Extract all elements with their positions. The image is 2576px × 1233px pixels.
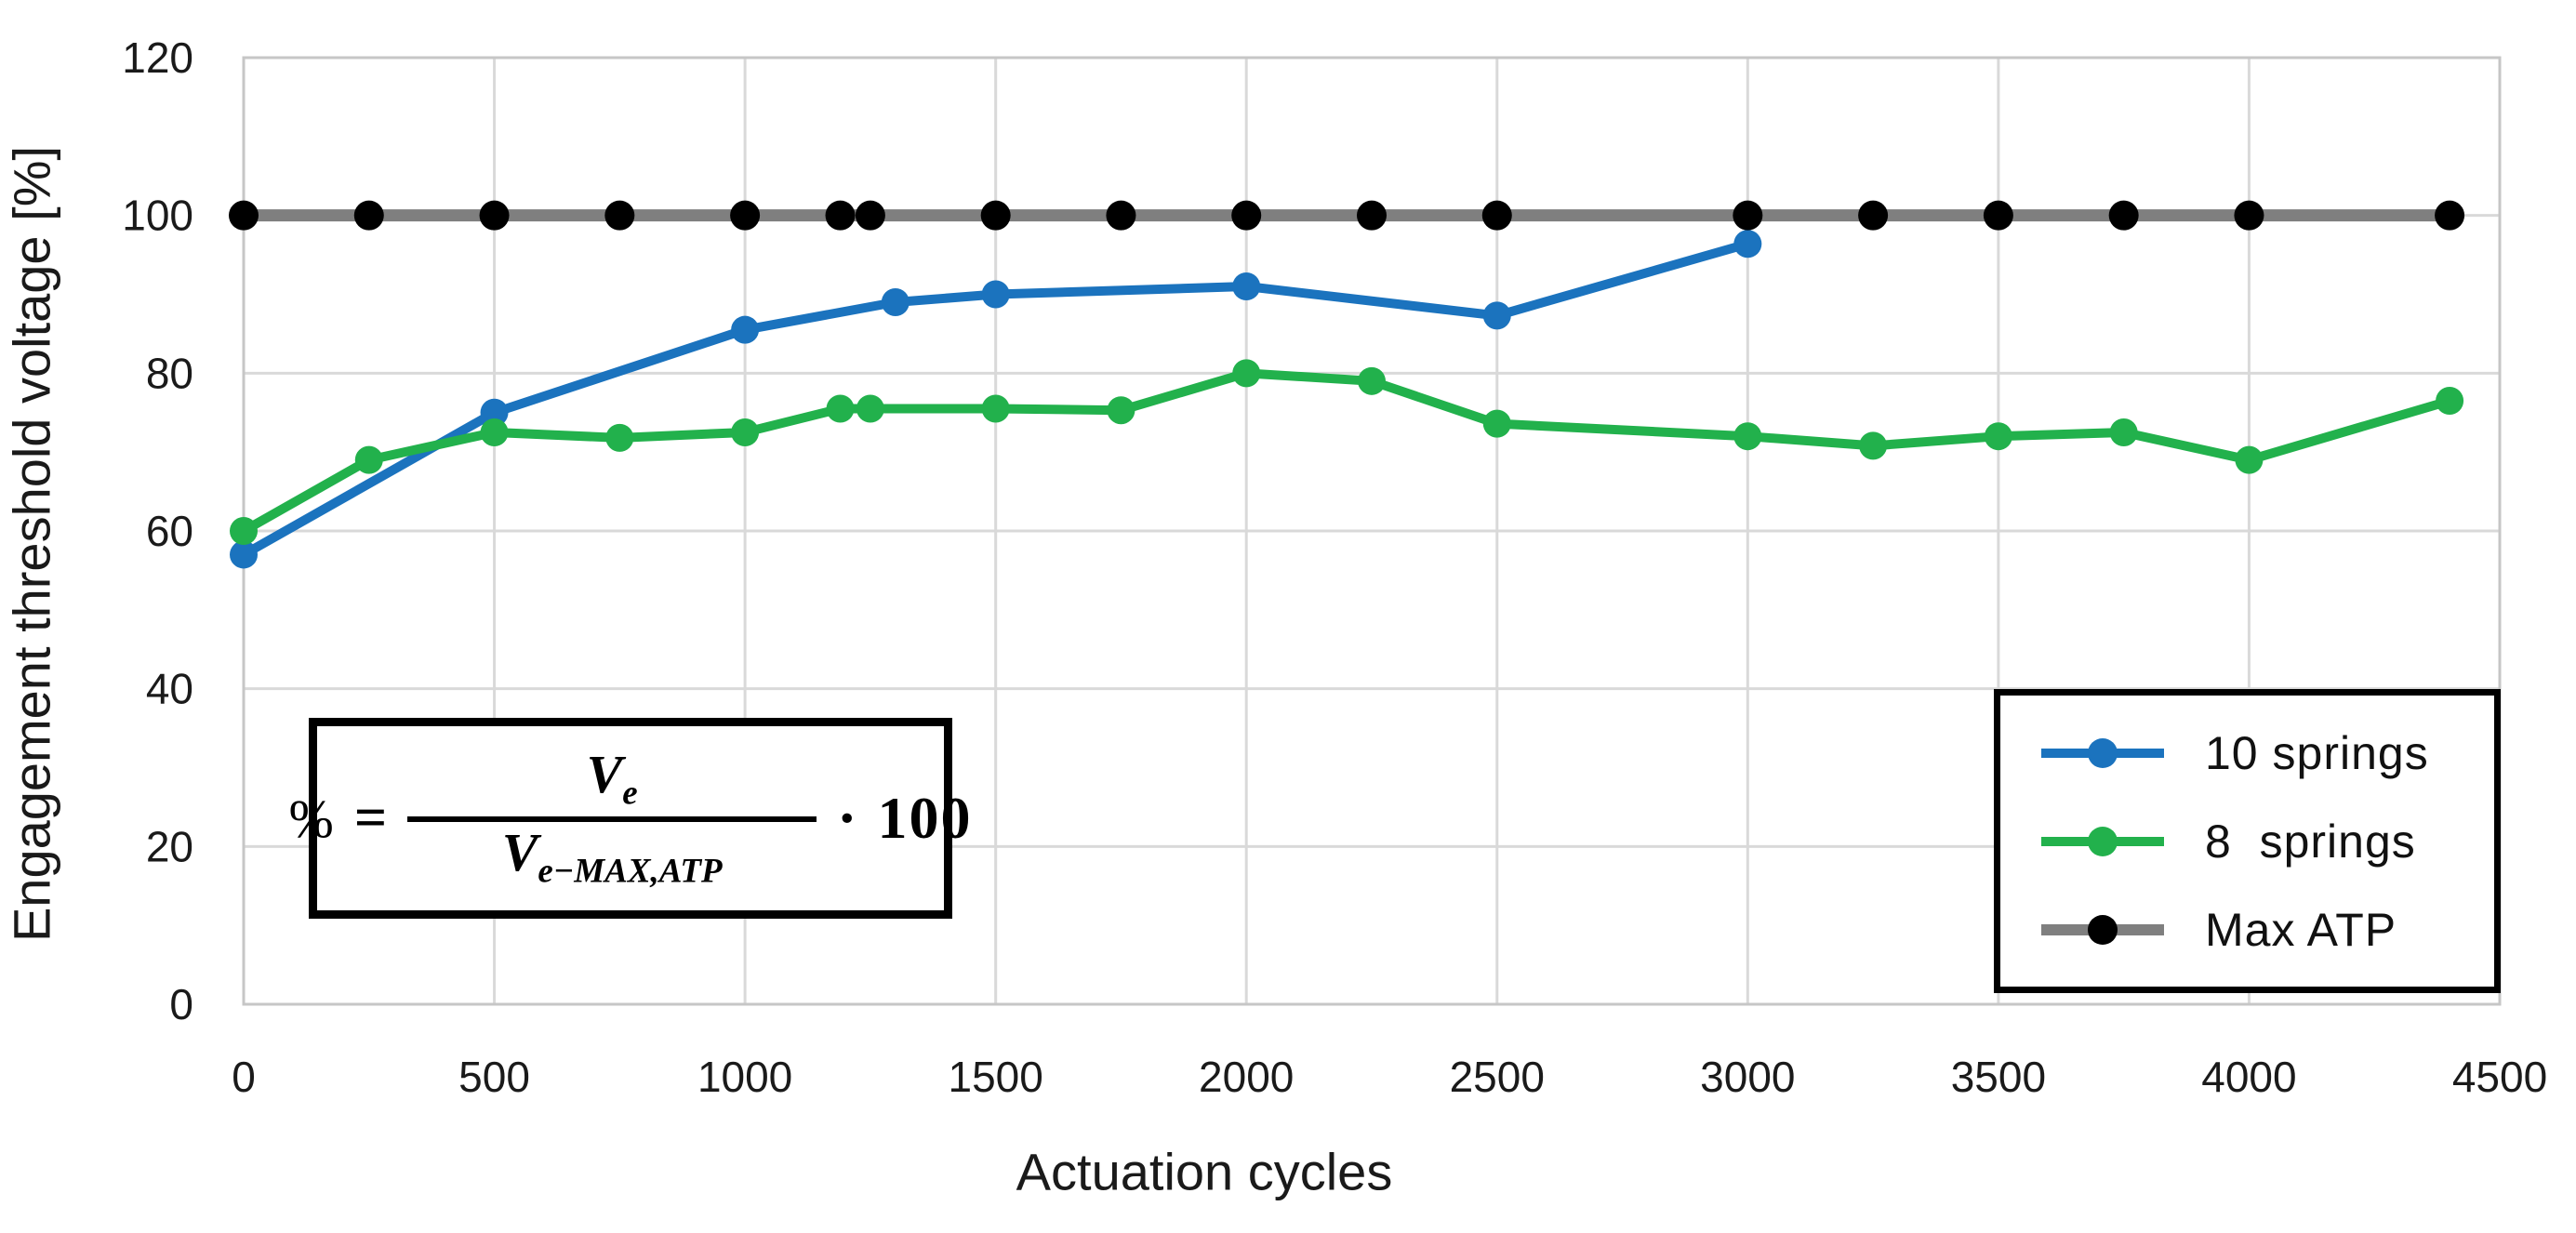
formula-denominator-base: V bbox=[501, 822, 538, 882]
legend-marker-sample bbox=[2088, 914, 2118, 945]
series-marker-8-springs bbox=[605, 423, 634, 452]
series-marker-max-atp bbox=[1983, 200, 2013, 231]
series-marker-8-springs bbox=[1232, 359, 1261, 388]
y-tick-label-120: 120 bbox=[122, 33, 193, 82]
legend-item-max-atp: Max ATP bbox=[2038, 903, 2485, 957]
series-marker-max-atp bbox=[1357, 200, 1387, 231]
series-marker-10-springs bbox=[981, 280, 1010, 309]
formula-percent-sign: % bbox=[288, 788, 334, 849]
x-axis-title: Actuation cycles bbox=[1016, 1142, 1393, 1201]
series-marker-10-springs bbox=[881, 287, 910, 316]
legend-swatch-10-springs bbox=[2041, 737, 2164, 768]
legend-item-8-springs: 8 springs bbox=[2038, 815, 2485, 868]
series-marker-8-springs bbox=[1733, 422, 1762, 451]
series-line-8-springs bbox=[239, 368, 2455, 536]
series-marker-8-springs bbox=[1859, 431, 1888, 460]
formula-fraction: Ve Ve−MAX,ATP bbox=[407, 748, 817, 889]
series-marker-max-atp bbox=[2435, 200, 2465, 231]
formula-fraction-bar bbox=[407, 816, 817, 822]
series-marker-8-springs bbox=[2235, 445, 2264, 474]
formula-equals-sign: = bbox=[353, 786, 388, 850]
series-marker-10-springs bbox=[1733, 230, 1762, 259]
formula-multiplication-dot: · bbox=[837, 785, 857, 851]
legend-label-10-springs: 10 springs bbox=[2205, 726, 2429, 779]
formula-numerator: Ve bbox=[587, 748, 638, 811]
series-marker-max-atp bbox=[604, 200, 635, 231]
series-marker-max-atp bbox=[855, 200, 885, 231]
y-tick-label-40: 40 bbox=[146, 665, 193, 713]
legend: 10 springs 8 springs Max ATP bbox=[1994, 689, 2501, 993]
series-marker-max-atp bbox=[229, 200, 259, 231]
series-marker-max-atp bbox=[2234, 200, 2264, 231]
series-marker-max-atp bbox=[825, 200, 856, 231]
series-marker-max-atp bbox=[1858, 200, 1889, 231]
series-line-10-springs bbox=[239, 239, 1753, 560]
series-marker-8-springs bbox=[480, 418, 509, 446]
formula-factor: 100 bbox=[877, 785, 973, 851]
x-tick-label-1500: 1500 bbox=[948, 1053, 1042, 1101]
legend-swatch-max-atp bbox=[2041, 914, 2164, 945]
series-marker-8-springs bbox=[230, 517, 258, 545]
x-tick-label-0: 0 bbox=[232, 1053, 256, 1101]
y-tick-label-60: 60 bbox=[146, 507, 193, 555]
legend-label-max-atp: Max ATP bbox=[2205, 903, 2397, 956]
legend-item-10-springs: 10 springs bbox=[2038, 726, 2485, 780]
series-marker-8-springs bbox=[981, 394, 1010, 423]
formula-denominator: Ve−MAX,ATP bbox=[502, 826, 723, 889]
legend-swatch-8-springs bbox=[2041, 826, 2164, 856]
series-marker-8-springs bbox=[2109, 418, 2138, 446]
series-marker-max-atp bbox=[479, 200, 510, 231]
series-marker-max-atp bbox=[980, 200, 1011, 231]
series-marker-8-springs bbox=[1358, 366, 1386, 395]
legend-marker-sample bbox=[2088, 737, 2118, 768]
series-marker-max-atp bbox=[730, 200, 761, 231]
formula-box: % = Ve Ve−MAX,ATP · 100 bbox=[289, 718, 971, 919]
series-marker-max-atp bbox=[353, 200, 384, 231]
y-tick-label-80: 80 bbox=[146, 349, 193, 397]
formula-denominator-subscript: e−MAX,ATP bbox=[538, 852, 723, 891]
legend-label-8-springs: 8 springs bbox=[2205, 815, 2416, 868]
series-marker-8-springs bbox=[1482, 409, 1511, 438]
y-axis-title: Engagement threshold voltage [%] bbox=[2, 145, 61, 943]
series-marker-10-springs bbox=[230, 540, 258, 569]
x-tick-label-500: 500 bbox=[458, 1053, 530, 1101]
x-tick-label-1000: 1000 bbox=[697, 1053, 792, 1101]
legend-marker-sample bbox=[2088, 826, 2118, 856]
x-tick-label-4500: 4500 bbox=[2452, 1053, 2547, 1101]
x-tick-label-2000: 2000 bbox=[1199, 1053, 1294, 1101]
formula-numerator-subscript: e bbox=[622, 775, 638, 813]
series-marker-max-atp bbox=[1481, 200, 1512, 231]
y-tick-label-0: 0 bbox=[169, 980, 193, 1028]
series-marker-10-springs bbox=[1482, 301, 1511, 330]
x-tick-label-3500: 3500 bbox=[1951, 1053, 2046, 1101]
series-marker-10-springs bbox=[1232, 272, 1261, 301]
series-marker-10-springs bbox=[731, 315, 760, 344]
series-marker-max-atp bbox=[1231, 200, 1262, 231]
series-marker-8-springs bbox=[826, 394, 855, 423]
series-marker-8-springs bbox=[1107, 396, 1135, 425]
series-marker-10-springs bbox=[480, 398, 509, 427]
x-tick-label-2500: 2500 bbox=[1450, 1053, 1545, 1101]
series-marker-max-atp bbox=[2108, 200, 2139, 231]
series-marker-8-springs bbox=[2436, 387, 2464, 416]
series-marker-max-atp bbox=[1106, 200, 1136, 231]
series-marker-8-springs bbox=[731, 418, 760, 446]
series-marker-8-springs bbox=[354, 445, 383, 474]
y-tick-label-20: 20 bbox=[146, 822, 193, 870]
x-tick-label-4000: 4000 bbox=[2201, 1053, 2296, 1101]
y-tick-label-100: 100 bbox=[122, 192, 193, 240]
series-marker-8-springs bbox=[1984, 422, 2012, 451]
series-marker-max-atp bbox=[1733, 200, 1763, 231]
series-marker-8-springs bbox=[856, 394, 884, 423]
formula-numerator-base: V bbox=[586, 744, 623, 805]
x-tick-label-3000: 3000 bbox=[1700, 1053, 1795, 1101]
